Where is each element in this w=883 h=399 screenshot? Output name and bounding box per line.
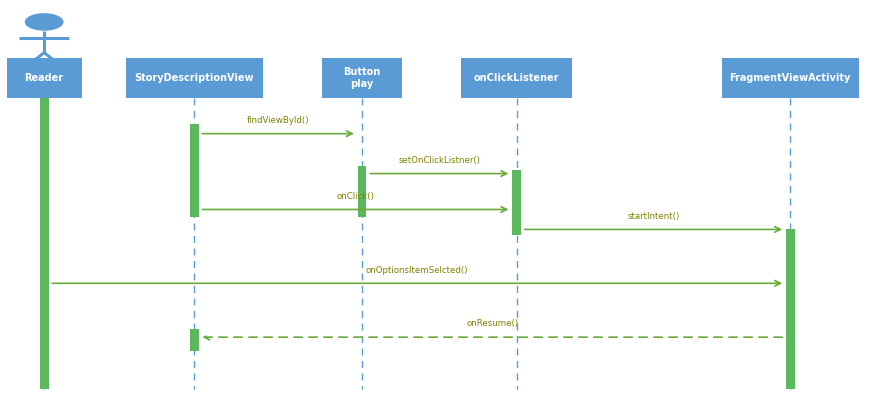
Text: onClickListener: onClickListener [474, 73, 559, 83]
Text: onResume(): onResume() [466, 319, 518, 328]
Text: setOnClickListner(): setOnClickListner() [398, 156, 480, 165]
Text: StoryDescriptionView: StoryDescriptionView [134, 73, 254, 83]
Text: startIntent(): startIntent() [627, 211, 680, 221]
FancyBboxPatch shape [722, 58, 858, 98]
Bar [358, 166, 366, 217]
Bar [40, 98, 49, 389]
Text: Reader: Reader [25, 73, 64, 83]
FancyBboxPatch shape [461, 58, 572, 98]
FancyBboxPatch shape [322, 58, 402, 98]
FancyBboxPatch shape [7, 58, 81, 98]
Bar [512, 170, 521, 235]
Circle shape [25, 13, 64, 31]
Bar [786, 229, 795, 389]
Text: onClick(): onClick() [336, 192, 374, 201]
FancyBboxPatch shape [126, 58, 263, 98]
Text: FragmentViewActivity: FragmentViewActivity [729, 73, 851, 83]
Bar [190, 329, 199, 351]
Bar [190, 124, 199, 217]
Text: Button
play: Button play [343, 67, 381, 89]
Text: findViewByld(): findViewByld() [247, 116, 309, 125]
Text: onOptionsItemSelcted(): onOptionsItemSelcted() [366, 265, 469, 275]
